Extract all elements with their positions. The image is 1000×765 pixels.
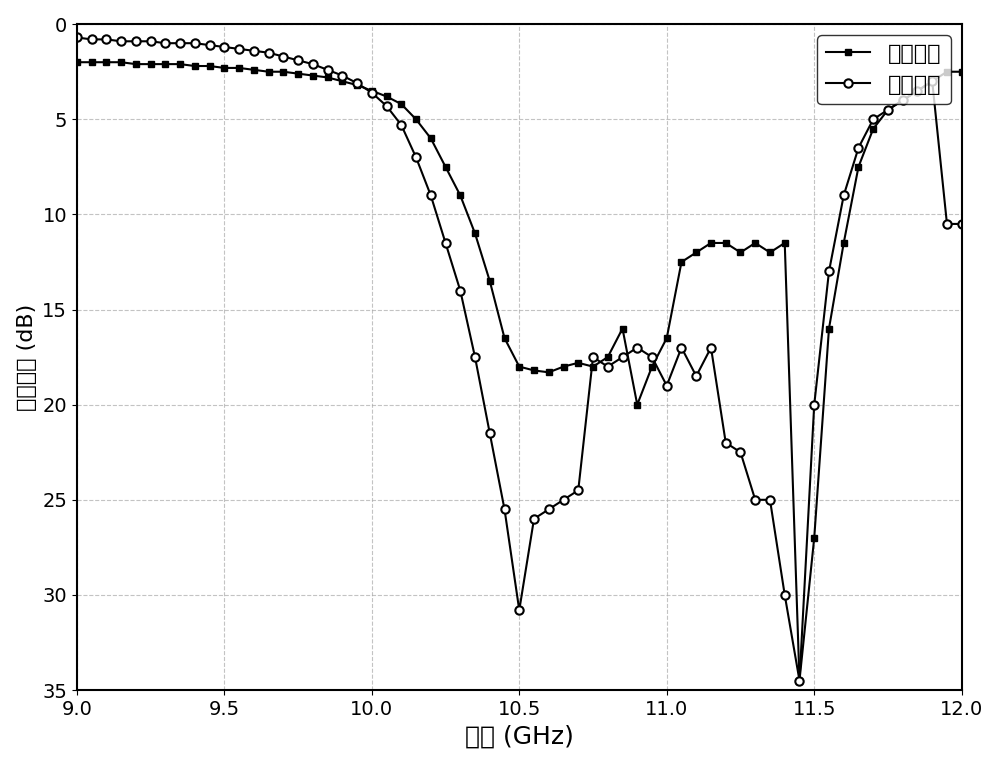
仿真结果 bbox=[381, 102, 393, 111]
测试结果 bbox=[277, 67, 289, 76]
Line: 测试结果: 测试结果 bbox=[73, 59, 965, 684]
测试结果 bbox=[71, 57, 83, 67]
测试结果 bbox=[602, 353, 614, 362]
Line: 仿真结果: 仿真结果 bbox=[73, 34, 966, 685]
仿真结果 bbox=[277, 52, 289, 61]
仿真结果 bbox=[543, 505, 555, 514]
仿真结果 bbox=[248, 46, 260, 55]
测试结果 bbox=[543, 368, 555, 377]
X-axis label: 频率 (GHz): 频率 (GHz) bbox=[465, 724, 574, 748]
测试结果 bbox=[793, 676, 805, 685]
测试结果 bbox=[381, 92, 393, 101]
仿真结果 bbox=[852, 143, 864, 152]
测试结果 bbox=[956, 67, 968, 76]
测试结果 bbox=[248, 65, 260, 74]
测试结果 bbox=[852, 162, 864, 171]
仿真结果 bbox=[71, 33, 83, 42]
Y-axis label: 回波损耗 (dB): 回波损耗 (dB) bbox=[17, 304, 37, 411]
仿真结果 bbox=[956, 220, 968, 229]
仿真结果 bbox=[793, 676, 805, 685]
Legend: 测试结果, 仿真结果: 测试结果, 仿真结果 bbox=[817, 35, 951, 104]
仿真结果 bbox=[602, 362, 614, 371]
